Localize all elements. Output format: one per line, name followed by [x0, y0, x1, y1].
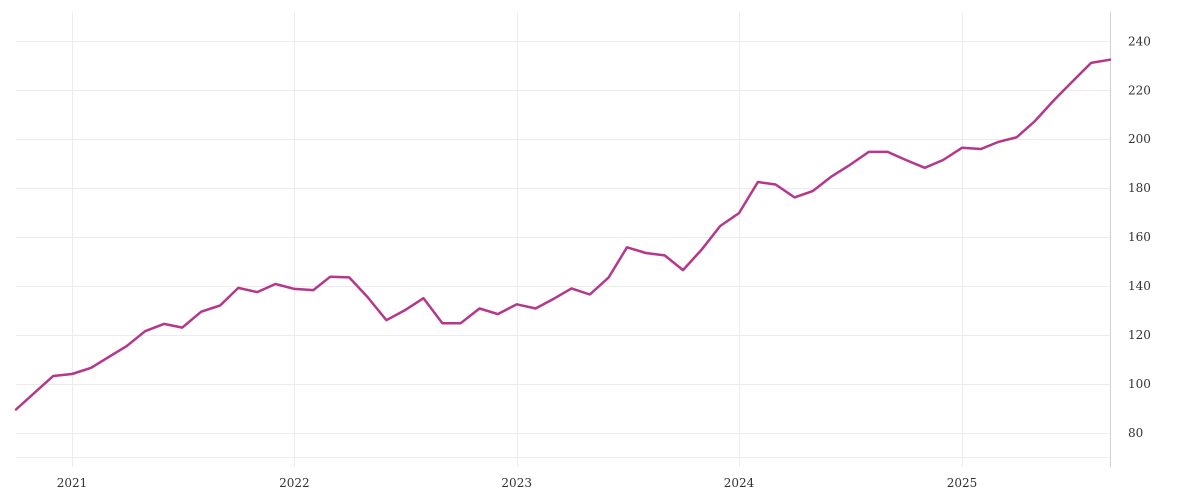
y-tick-label-140: 140	[1128, 279, 1151, 293]
x-tick-label-2022: 2022	[279, 476, 310, 490]
y-tick-label-100: 100	[1128, 377, 1151, 391]
y-tick-label-80: 80	[1128, 426, 1143, 440]
y-tick-label-220: 220	[1128, 83, 1151, 97]
y-tick-label-160: 160	[1128, 230, 1151, 244]
x-tick-label-2024: 2024	[724, 476, 755, 490]
x-tick-label-2023: 2023	[501, 476, 532, 490]
x-tick-label-2021: 2021	[57, 476, 88, 490]
y-tick-label-200: 200	[1128, 132, 1151, 146]
y-tick-label-180: 180	[1128, 181, 1151, 195]
x-tick-label-2025: 2025	[947, 476, 978, 490]
gridlines	[16, 12, 1110, 467]
y-tick-label-120: 120	[1128, 328, 1151, 342]
series-group	[14, 58, 1112, 411]
series-line-0	[14, 58, 1112, 411]
y-tick-label-240: 240	[1128, 34, 1151, 48]
tick-labels: 80 100 120 140 160 180 200 220 240 2021 2022 2023 20…	[57, 34, 1151, 490]
